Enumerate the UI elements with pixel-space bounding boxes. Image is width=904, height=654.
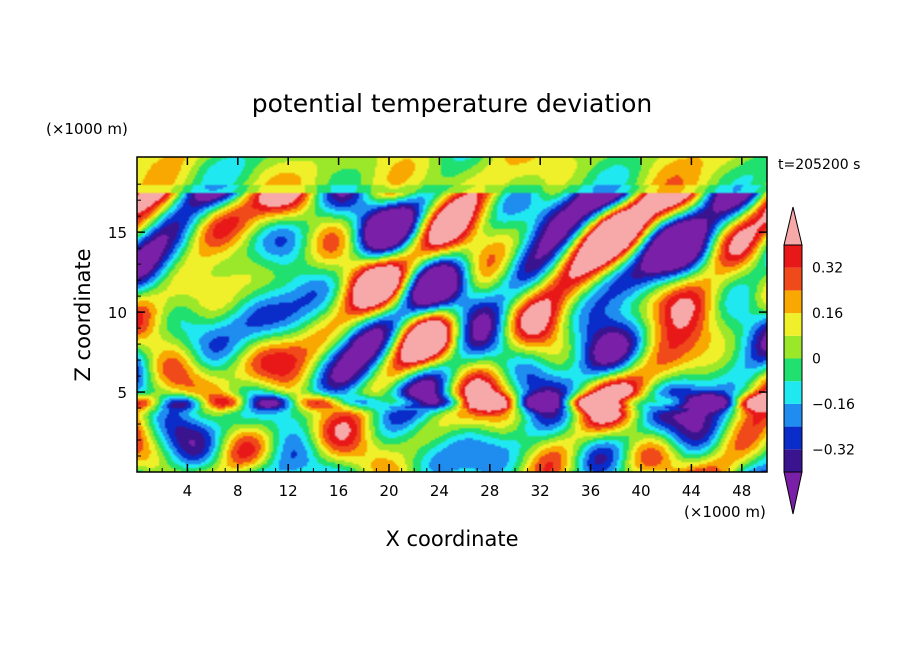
- x-axis: 4 8 12 16 20 24 28 32 36 40 44 48: [149, 157, 755, 500]
- colorbar-bin: [784, 313, 802, 336]
- x-tick-label: 40: [631, 482, 650, 500]
- colorbar-tick-label: −0.32: [812, 442, 855, 458]
- colorbar-bin: [784, 358, 802, 382]
- x-tick-label: 16: [329, 482, 348, 500]
- y-tick-label: 10: [108, 304, 127, 322]
- colorbar-bin: [784, 267, 802, 291]
- x-axis-label: X coordinate: [385, 527, 518, 551]
- y-tick-label: 5: [117, 384, 127, 402]
- colorbar-extend-high: [783, 206, 803, 246]
- y-unit-label: (×1000 m): [46, 120, 128, 138]
- plot-area: [136, 156, 768, 473]
- x-tick-label: 4: [183, 482, 193, 500]
- colorbar-bin: [784, 403, 802, 427]
- x-tick-label: 36: [581, 482, 600, 500]
- colorbar-extend-low: [783, 471, 803, 515]
- colorbar-tick-label: 0.32: [812, 261, 843, 277]
- temperature-field: [137, 157, 767, 472]
- x-tick-label: 32: [531, 482, 550, 500]
- x-tick-label: 44: [682, 482, 701, 500]
- colorbar-bin: [784, 290, 802, 314]
- colorbar-bin: [784, 381, 802, 404]
- chart-title: potential temperature deviation: [252, 89, 652, 118]
- colorbar-tick-label: 0.16: [812, 306, 843, 322]
- colorbar-bin: [784, 426, 802, 450]
- x-tick-label: 12: [279, 482, 298, 500]
- time-label: t=205200 s: [778, 157, 860, 173]
- x-tick-label: 8: [233, 482, 243, 500]
- x-unit-label: (×1000 m): [684, 503, 766, 521]
- x-tick-label: 28: [480, 482, 499, 500]
- y-axis: 5 10 15: [108, 183, 767, 457]
- x-tick-label: 48: [732, 482, 751, 500]
- colorbar-bin: [784, 449, 802, 472]
- y-tick-label: 15: [108, 224, 127, 242]
- x-tick-label: 24: [430, 482, 449, 500]
- colorbar: −0.32 −0.16 0 0.16 0.32: [783, 206, 855, 515]
- y-axis-label: Z coordinate: [71, 248, 95, 381]
- colorbar-tick-label: 0: [812, 352, 821, 368]
- colorbar-frame: [783, 244, 803, 473]
- colorbar-tick-label: −0.16: [812, 397, 855, 413]
- colorbar-bin: [784, 335, 802, 359]
- colorbar-bin: [784, 245, 802, 268]
- x-tick-label: 20: [379, 482, 398, 500]
